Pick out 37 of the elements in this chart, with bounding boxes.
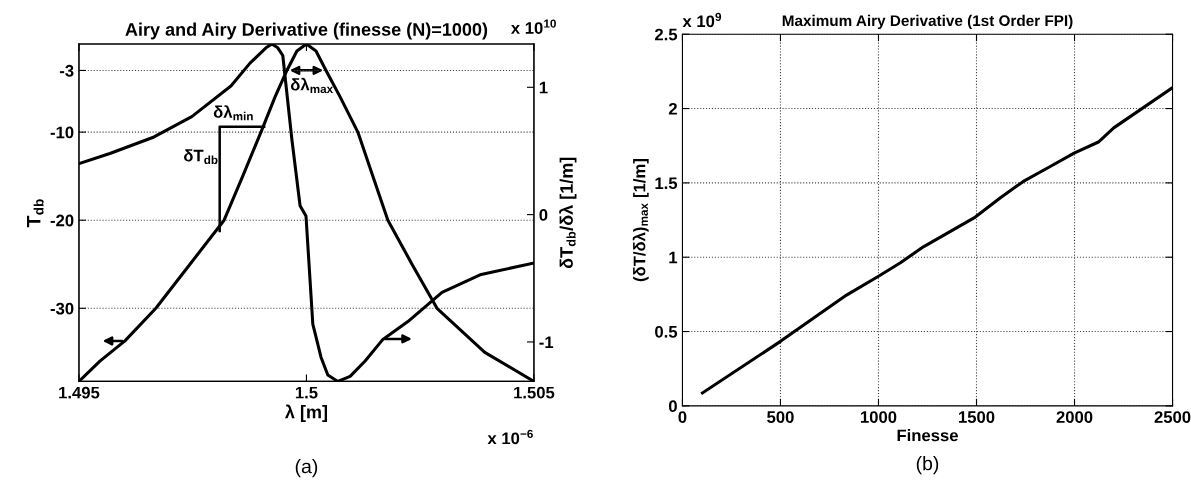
y-tick-label: -30 — [50, 302, 74, 315]
x-tick-label: 1.5 — [295, 386, 318, 399]
text: (b) — [916, 456, 939, 475]
x-tick-label: 0 — [678, 411, 687, 423]
y-tick-label: 1 — [669, 251, 678, 264]
y-tick-label: 2.5 — [654, 28, 678, 41]
y-axis-title: (δT/δλ)$_{max}$ [1/m] — [632, 159, 649, 282]
y2-tick-label: -1 — [539, 336, 554, 348]
text: x 10$^{−6}$ — [487, 429, 533, 445]
y-tick-label: -20 — [50, 214, 74, 227]
x-tick-label: 1.505 — [514, 386, 555, 399]
y2-tick-label: 0 — [539, 209, 548, 221]
y-axis-title: T$_{db}$ — [27, 199, 44, 228]
x-tick-label: 2000 — [1056, 411, 1093, 423]
x-tick-label: 1.495 — [59, 386, 100, 399]
y-tick-label: 1.5 — [655, 177, 678, 190]
y2-tick-label: 1 — [539, 81, 548, 94]
y-tick-label: -3 — [59, 64, 74, 77]
chart-title: Maximum Airy Derivative (1st Order FPI) — [782, 14, 1073, 30]
y2-axis-title: δT$_{db}$/δλ [1/m] — [559, 157, 577, 269]
x-tick-label: 2500 — [1154, 411, 1191, 423]
annotation: δλ$_{min}$ — [213, 105, 253, 121]
text: x 10$^{9}$ — [682, 12, 722, 28]
x-axis-title: Finesse — [897, 429, 958, 442]
y-tick-label: 0.5 — [655, 325, 678, 338]
x-tick-label: 500 — [767, 411, 794, 423]
x-tick-label: 1500 — [959, 411, 995, 423]
chart-title: Airy and Airy Derivative (finesse (N)=1000) — [125, 22, 488, 40]
annotation: δλ$_{max}$ — [290, 77, 334, 94]
annotation: δT$_{db}$ — [184, 149, 218, 165]
y-tick-label: -10 — [50, 126, 74, 139]
y-tick-label: 0 — [668, 400, 677, 413]
x-axis-title: λ [m] — [284, 404, 327, 422]
y-tick-label: 2 — [668, 102, 677, 115]
text: x 10$^{10}$ — [510, 19, 556, 34]
x-tick-label: 1000 — [860, 411, 897, 423]
text: (a) — [295, 459, 318, 478]
